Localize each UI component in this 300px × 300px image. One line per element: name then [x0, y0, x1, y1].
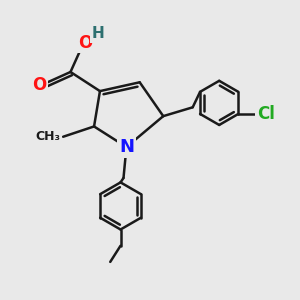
Text: H: H: [92, 26, 105, 41]
Text: Cl: Cl: [257, 105, 274, 123]
Text: N: N: [119, 138, 134, 156]
Text: O: O: [32, 76, 47, 94]
Text: O: O: [78, 34, 92, 52]
Text: CH₃: CH₃: [35, 130, 60, 143]
